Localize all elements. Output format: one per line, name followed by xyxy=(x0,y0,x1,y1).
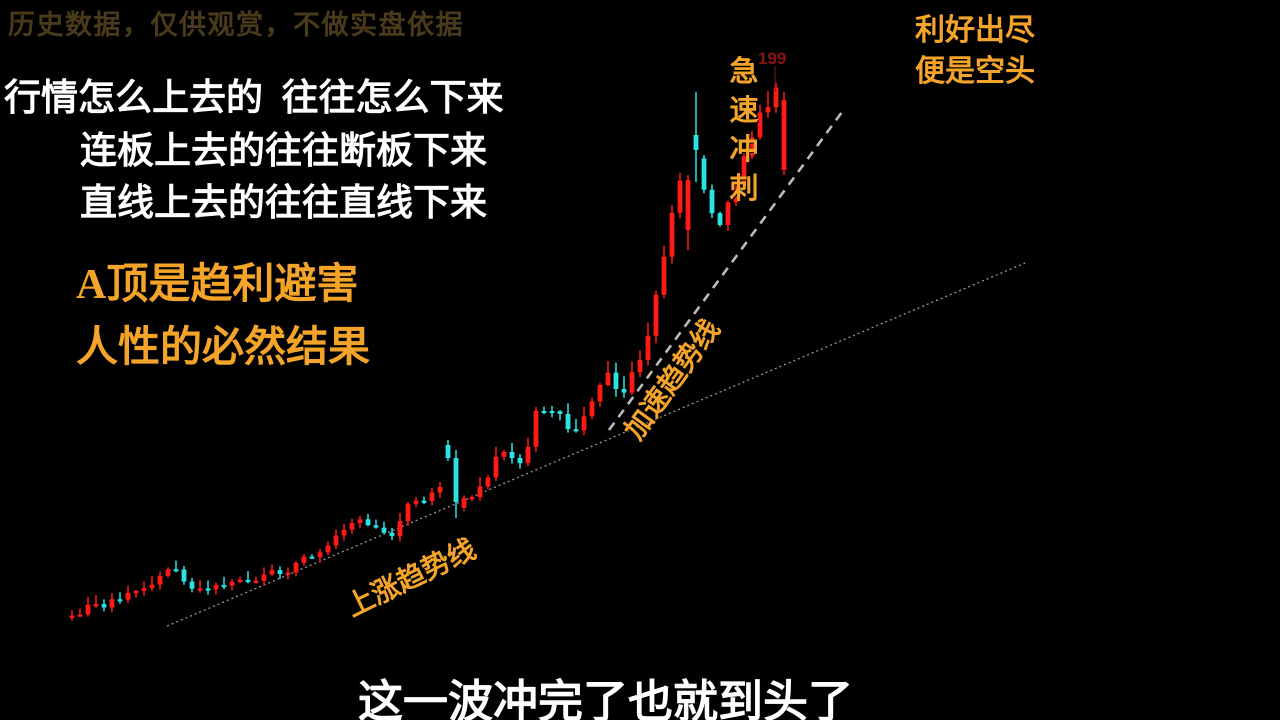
svg-text:199: 199 xyxy=(758,49,786,68)
